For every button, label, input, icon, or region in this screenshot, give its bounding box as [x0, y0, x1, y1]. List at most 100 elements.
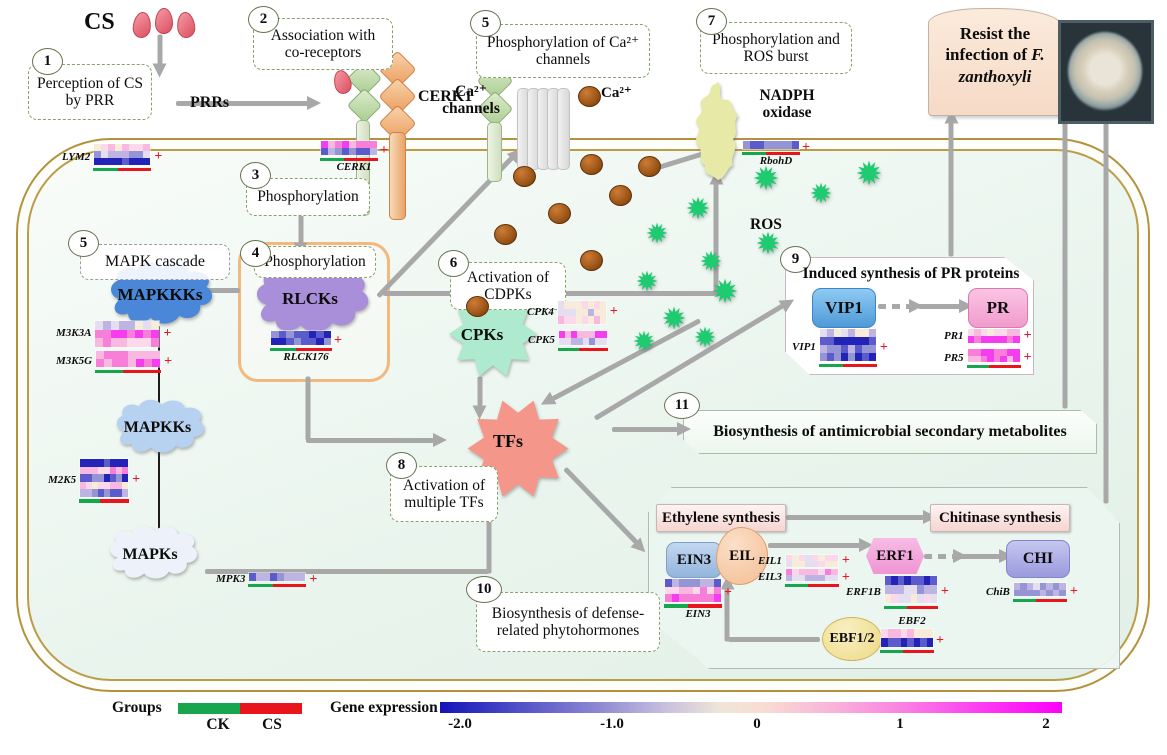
heatmap	[270, 330, 332, 351]
heatmap-cell	[599, 316, 606, 324]
heatmap-cell	[127, 321, 136, 330]
upregulated-mark: +	[334, 332, 342, 348]
expression-colorbar	[440, 702, 1062, 713]
arrow-vip1-to-pr	[918, 299, 973, 313]
heatmap-cell	[581, 308, 588, 316]
upregulated-mark: +	[164, 353, 173, 369]
heatmap-cell	[151, 321, 160, 330]
cerk1-label: CERK1	[418, 88, 473, 105]
heatmap-cell	[891, 594, 898, 603]
heatmap-cell	[570, 331, 577, 338]
heatmap-cell	[323, 331, 331, 338]
ck-bar	[1012, 598, 1036, 602]
heatmap-cell	[110, 459, 117, 467]
heatmap-grid	[94, 320, 161, 348]
heatmap-cell	[271, 331, 279, 338]
heatmap-cell	[128, 359, 137, 367]
heatmap-cell	[672, 579, 679, 587]
heatmap-cell	[881, 629, 888, 638]
ros-icon	[694, 326, 716, 348]
gene-label: M3K5G	[56, 355, 93, 367]
heatmap	[79, 458, 130, 503]
heatmap-cell	[143, 321, 152, 330]
heatmap-cell	[108, 158, 116, 165]
heatmap-cell	[805, 561, 812, 567]
cs-bar	[296, 347, 332, 351]
step4-box: Phosphorylation	[254, 246, 376, 278]
heatmap-cell	[599, 308, 606, 316]
heatmap-cell	[679, 594, 686, 602]
heatmap-cell	[926, 629, 933, 638]
heatmap-cell	[826, 337, 834, 345]
heatmap-cell	[840, 353, 848, 361]
cs-label: CS	[84, 9, 115, 35]
heatmap-cell	[95, 329, 104, 338]
mapkkks-label: MAPKKKs	[117, 285, 203, 304]
cascade-line-1	[158, 326, 161, 410]
group-bar	[784, 583, 839, 587]
gene-block-pr1: PR1 +	[944, 328, 1032, 344]
heatmap-cell	[249, 573, 257, 581]
gene-block-eil3: EIL3 +	[758, 568, 850, 587]
gene-label: VIP1	[792, 341, 816, 353]
tick--2: -2.0	[448, 716, 472, 732]
heatmap-cell	[599, 301, 606, 309]
step7-box: Phosphorylation and ROS burst	[700, 22, 852, 74]
heatmap-cell	[277, 573, 285, 581]
heatmap-cell	[111, 329, 120, 338]
heatmap-cell	[700, 579, 707, 587]
heatmap	[818, 328, 877, 367]
heatmap-cell	[95, 338, 104, 347]
heatmap-cell	[847, 329, 855, 337]
heatmap-cell	[861, 337, 869, 345]
tfs-label: TFs	[492, 431, 523, 451]
gene-label: EIN3	[685, 607, 711, 620]
heatmap-cell	[818, 575, 825, 581]
heatmap-grid	[557, 330, 608, 346]
gene-expression-legend-label: Gene expression	[330, 699, 438, 716]
heatmap-cell	[116, 466, 123, 474]
heatmap-cell	[80, 481, 87, 489]
heatmap	[93, 143, 152, 171]
heatmap-cell	[593, 316, 600, 324]
heatmap-cell	[575, 301, 582, 309]
gene-block-eil1: EIL1 +	[758, 554, 850, 568]
heatmap-cell	[127, 329, 136, 338]
gene-label: MPK3	[216, 573, 246, 585]
heatmap-cell	[94, 151, 102, 158]
heatmap-cell	[370, 148, 377, 155]
heatmap-cell	[974, 349, 981, 356]
heatmap-cell	[119, 329, 128, 338]
heatmap-cell	[342, 148, 349, 155]
heatmap-cell	[824, 555, 832, 561]
heatmap-cell	[967, 355, 975, 362]
heatmap-cell	[581, 316, 588, 324]
heatmap-cell	[308, 338, 316, 345]
gene-block-vip1: VIP1 +	[792, 328, 888, 367]
heatmap-cell	[1013, 583, 1021, 590]
heatmap-cell	[564, 331, 571, 338]
vip1-node: VIP1	[812, 288, 876, 328]
heatmap-cell	[301, 331, 309, 338]
heatmap-cell	[1059, 583, 1066, 590]
heatmap-cell	[868, 337, 876, 345]
group-bar	[557, 347, 608, 351]
step4-number: 4	[240, 240, 271, 267]
heatmap-grid	[966, 348, 1021, 363]
upregulated-mark: +	[132, 472, 141, 488]
gene-block-m3k3a: M3K3A +	[56, 320, 171, 348]
heatmap-cell	[881, 638, 888, 647]
heatmap-cell	[108, 144, 116, 151]
step5-ca-box: Phosphorylation of Ca²⁺ channels	[476, 24, 650, 78]
heatmap-cell	[980, 336, 988, 343]
heatmap-cell	[593, 301, 600, 309]
gene-label: ChiB	[986, 585, 1010, 598]
group-bar	[818, 363, 877, 367]
heatmap-cell	[594, 338, 601, 345]
heatmap-cell	[826, 329, 834, 337]
heatmap-cell	[143, 158, 151, 165]
heatmap	[664, 578, 722, 608]
heatmap	[94, 320, 161, 348]
heatmap-cell	[278, 331, 286, 338]
upregulated-mark: +	[380, 142, 388, 158]
